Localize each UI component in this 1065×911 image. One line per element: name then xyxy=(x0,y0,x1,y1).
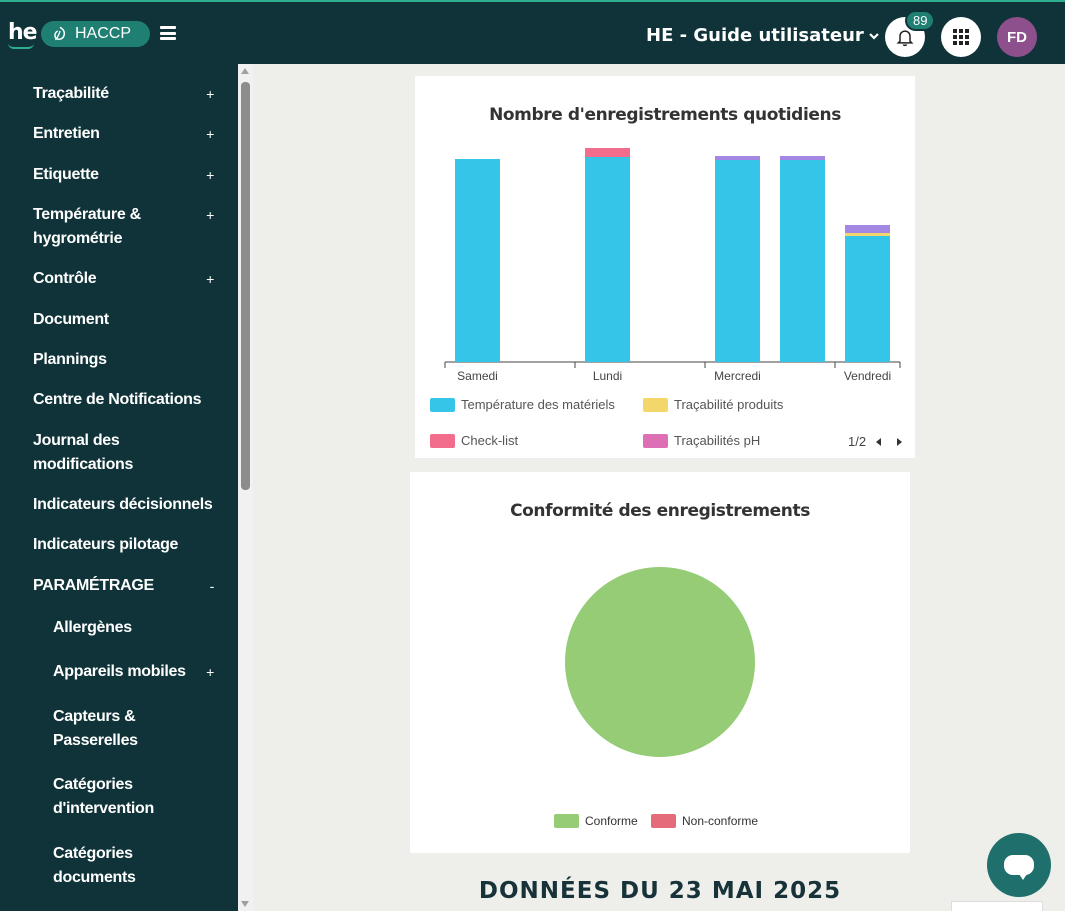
sidebar-scrollbar-thumb[interactable] xyxy=(241,82,250,490)
legend-item[interactable]: Traçabilité produits xyxy=(643,397,783,412)
bar-segment xyxy=(715,160,760,362)
sidebar-item-journal[interactable]: Journal des modifications xyxy=(33,432,134,473)
scroll-up-icon[interactable] xyxy=(241,68,249,74)
sidebar-item-etiquette[interactable]: Etiquette + xyxy=(33,163,228,187)
legend-item[interactable]: Check-list xyxy=(430,433,518,448)
conformity-pie-chart xyxy=(565,567,755,757)
expand-icon: + xyxy=(206,664,214,680)
chat-bubble-icon xyxy=(1004,855,1034,880)
bar-segment xyxy=(780,160,825,362)
x-tick-label: Samedi xyxy=(457,369,498,383)
notification-count-badge: 89 xyxy=(905,10,936,31)
top-navbar: he HACCP HE - Guide utilisateur 89 FD xyxy=(0,0,1065,64)
expand-icon: + xyxy=(206,126,214,142)
pie-slice xyxy=(565,567,755,757)
apps-grid-button[interactable] xyxy=(941,17,981,57)
chart-title: Nombre d'enregistrements quotidiens xyxy=(489,105,841,125)
app-badge-label: HACCP xyxy=(75,25,132,42)
bar-segment xyxy=(715,156,760,160)
legend-next-icon[interactable] xyxy=(897,437,903,446)
grid-icon xyxy=(953,29,969,45)
brand-logo[interactable]: he xyxy=(8,20,38,45)
sidebar-item-indicateurs-decisionnels[interactable]: Indicateurs décisionnels xyxy=(33,496,213,513)
bar-segment xyxy=(845,233,890,236)
menu-toggle-icon[interactable] xyxy=(160,26,176,40)
bell-icon xyxy=(896,30,914,47)
daily-records-card: Nombre d'enregistrements quotidiens Same… xyxy=(415,76,915,458)
legend-swatch xyxy=(430,433,455,448)
sidebar-item-parametrage[interactable]: PARAMÉTRAGE - xyxy=(33,574,228,598)
x-tick-label: Mercredi xyxy=(714,369,761,383)
x-tick-label: Lundi xyxy=(593,369,622,383)
scroll-down-icon[interactable] xyxy=(241,901,249,907)
user-avatar[interactable]: FD xyxy=(997,17,1037,57)
bar-segment xyxy=(780,156,825,160)
legend-swatch xyxy=(643,433,668,448)
expand-icon: + xyxy=(206,271,214,287)
brand-swoosh xyxy=(8,43,34,49)
legend-item[interactable]: Non-conforme xyxy=(651,814,758,828)
collapse-icon: - xyxy=(209,578,215,594)
expand-icon: + xyxy=(206,86,214,102)
sidebar-item-plannings[interactable]: Plannings xyxy=(33,351,107,368)
legend-item[interactable]: Traçabilités pH xyxy=(643,433,760,448)
expand-icon: + xyxy=(206,207,214,223)
conformity-card: Conformité des enregistrements Conforme … xyxy=(410,472,910,853)
x-tick-label: Vendredi xyxy=(844,369,891,383)
sidebar-item-categories-documents[interactable]: Catégories documents xyxy=(53,845,136,886)
bar-segment xyxy=(455,159,500,362)
workspace-dropdown[interactable]: HE - Guide utilisateur xyxy=(646,25,880,46)
sidebar-item-appareils-mobiles[interactable]: Appareils mobiles + xyxy=(53,660,228,684)
corner-widget xyxy=(951,901,1043,911)
app-badge[interactable]: HACCP xyxy=(41,21,150,47)
legend-swatch xyxy=(430,397,455,412)
bar-segment xyxy=(585,157,630,362)
expand-icon: + xyxy=(206,167,214,183)
sidebar-item-allergenes[interactable]: Allergènes xyxy=(53,619,132,636)
chart-title: Conformité des enregistrements xyxy=(510,501,810,521)
sidebar-item-controle[interactable]: Contrôle + xyxy=(33,267,228,291)
sidebar-item-indicateurs-pilotage[interactable]: Indicateurs pilotage xyxy=(33,536,179,553)
leaf-icon xyxy=(54,26,66,41)
sidebar-item-entretien[interactable]: Entretien + xyxy=(33,122,228,146)
bar-segment xyxy=(585,148,630,157)
chat-button[interactable] xyxy=(987,833,1051,897)
sidebar-item-temperature[interactable]: Température & hygrométrie + xyxy=(33,203,214,251)
sidebar-item-capteurs[interactable]: Capteurs & Passerelles xyxy=(53,708,138,749)
legend-item[interactable]: Conforme xyxy=(554,814,638,828)
data-date-heading: DONNÉES DU 23 MAI 2025 xyxy=(478,878,842,904)
legend-item[interactable]: Température des matériels xyxy=(430,397,615,412)
sidebar-item-document[interactable]: Document xyxy=(33,311,109,328)
legend-pager: 1/2 xyxy=(848,434,903,449)
legend-swatch xyxy=(554,814,579,828)
chevron-down-icon xyxy=(869,32,879,40)
legend-prev-icon[interactable] xyxy=(876,437,882,446)
bar-segment xyxy=(845,236,890,362)
legend-swatch xyxy=(643,397,668,412)
legend-swatch xyxy=(651,814,676,828)
sidebar: Traçabilité + Entretien + Etiquette + Tempé… xyxy=(0,64,238,911)
sidebar-item-categories-intervention[interactable]: Catégories d'intervention xyxy=(53,776,154,817)
legend-page-indicator: 1/2 xyxy=(848,434,867,449)
workspace-title: HE - Guide utilisateur xyxy=(646,25,864,46)
bar-segment xyxy=(845,225,890,233)
sidebar-item-tracabilite[interactable]: Traçabilité + xyxy=(33,82,228,106)
daily-records-bar-chart: Samedi Lundi Mercredi Vendredi xyxy=(444,148,901,383)
sidebar-item-notifications[interactable]: Centre de Notifications xyxy=(33,391,202,408)
